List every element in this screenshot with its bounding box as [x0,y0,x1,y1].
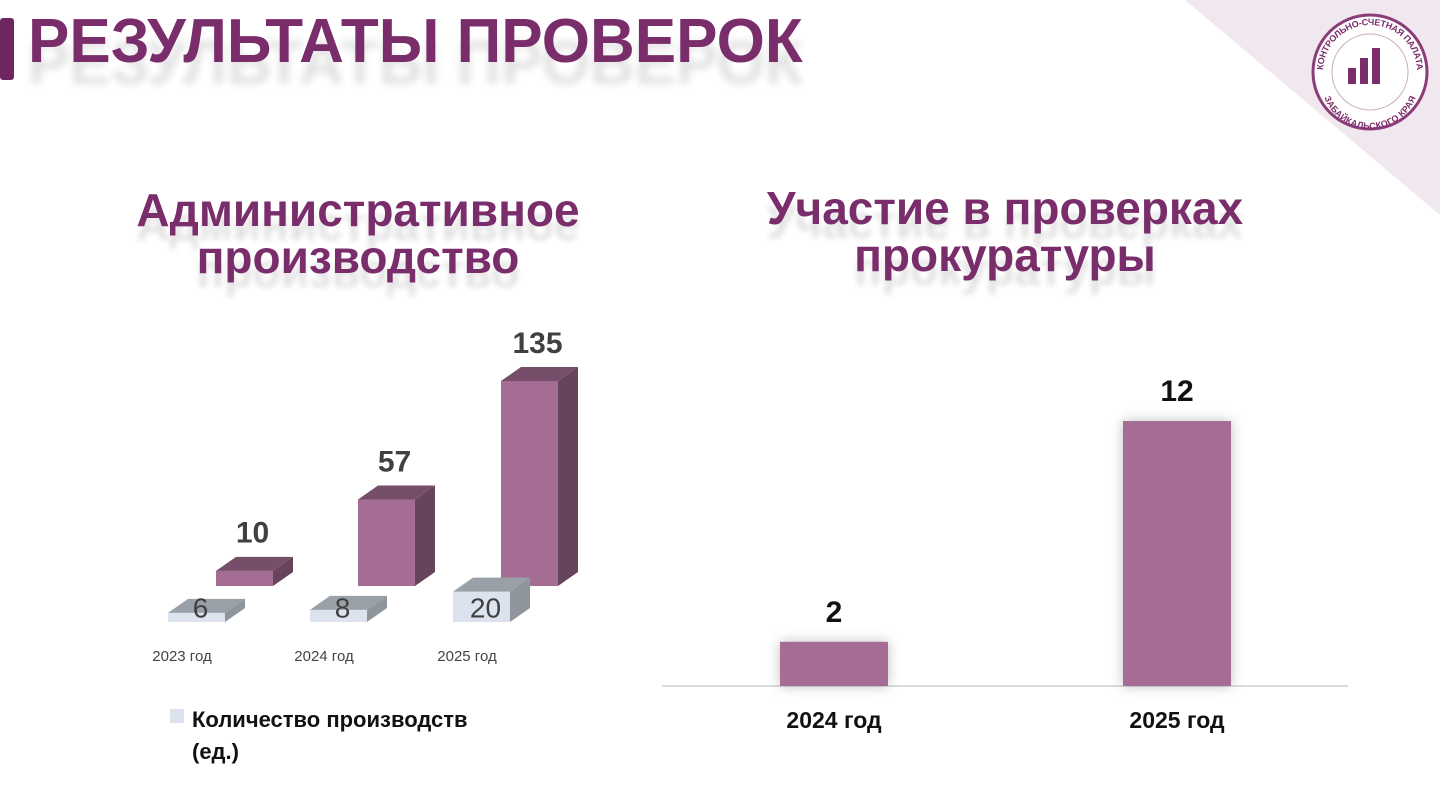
bar-3d [501,367,578,586]
bar-front [358,499,415,586]
bar [1123,421,1231,686]
bar-3d [453,577,530,622]
value-label: 10 [236,517,269,550]
value-label: 57 [378,445,411,478]
value-label: 8 [335,592,351,623]
bar-top [310,595,387,610]
bar-side [510,577,530,622]
bar-side [273,556,293,586]
logo: КОНТРОЛЬНО-СЧЕТНАЯ ПАЛАТА ЗАБАЙКАЛЬСКОГО… [1311,13,1429,132]
bar-front [310,609,367,622]
bar-side [367,595,387,622]
x-tick-label: 2025 год [437,648,497,665]
bar [780,641,888,686]
value-label: 135 [512,327,562,360]
legend-label: Количество производств (ед.) [192,707,468,764]
bar-3d [216,556,293,586]
bar-top [453,577,530,592]
x-tick-label: 2024 год [294,648,354,665]
x-tick-label: 2023 год [152,648,212,665]
bar-top [501,367,578,381]
bar-top [358,485,435,500]
chart-title: Участие в проверках прокуратуры [766,182,1244,281]
x-tick-label: 2024 год [786,707,882,733]
bar-front [453,591,510,622]
x-tick-label: 2025 год [1129,707,1225,733]
bar-side [225,598,245,622]
page-title: РЕЗУЛЬТАТЫ ПРОВЕРОК [28,7,803,76]
bar-side [558,367,578,586]
value-label: 6 [193,592,209,623]
bar-3d [168,598,245,622]
header-accent [0,18,14,80]
legend-swatch [170,709,184,723]
bar-side [415,485,435,586]
bar-top [216,556,293,571]
bar-front [501,381,558,586]
value-label: 20 [470,592,501,623]
bar-front [216,570,273,586]
value-label: 2 [826,596,843,629]
bar-3d [310,595,387,622]
bar-top [168,598,245,613]
bar-front [168,612,225,622]
value-label: 12 [1160,375,1193,408]
bar-3d [358,485,435,586]
chart-title: Административное производство [136,184,580,283]
